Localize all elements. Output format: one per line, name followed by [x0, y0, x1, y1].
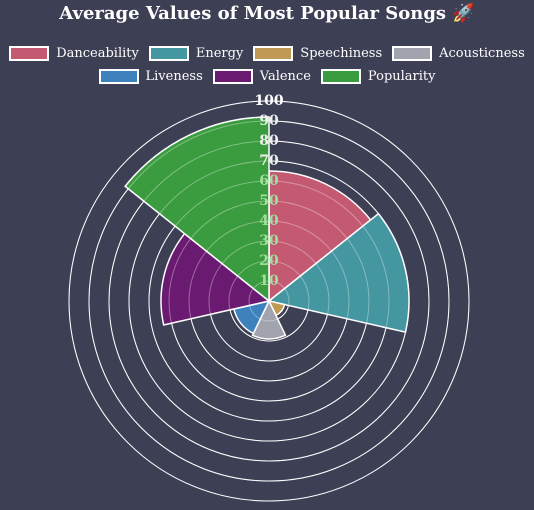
- legend-label: Acousticness: [439, 45, 525, 61]
- tick-label: 60: [259, 173, 279, 189]
- legend-swatch: [9, 45, 50, 61]
- grid-circle-overlay: [68, 100, 470, 502]
- tick-label: 10: [259, 273, 279, 289]
- sector-acousticness[interactable]: [251, 299, 287, 340]
- legend-row: Liveness Valence Popularity: [0, 65, 534, 87]
- tick-label: 20: [259, 253, 279, 269]
- legend-label: Popularity: [367, 68, 436, 84]
- legend-swatch: [392, 45, 433, 61]
- legend-row: Danceability Energy Speechiness Acousticnes…: [0, 42, 534, 64]
- legend-item-danceability[interactable]: Danceability: [9, 45, 139, 61]
- grid-circle-overlay: [148, 180, 390, 422]
- tick-label: 100: [254, 93, 283, 109]
- grid-overlay: [68, 100, 470, 502]
- legend-item-liveness[interactable]: Liveness: [98, 68, 203, 84]
- tick-label: 50: [259, 193, 279, 209]
- legend-label: Danceability: [56, 45, 139, 61]
- sector-danceability[interactable]: [268, 170, 372, 303]
- tick-label: 90: [259, 113, 279, 129]
- sector-popularity[interactable]: [124, 116, 270, 303]
- sector-valence[interactable]: [160, 232, 271, 326]
- tick-label: 80: [259, 133, 279, 149]
- legend-item-energy[interactable]: Energy: [148, 45, 244, 61]
- sector-energy[interactable]: [267, 212, 410, 334]
- grid-circle-overlay: [168, 200, 370, 402]
- grid-circle-overlay: [248, 280, 290, 322]
- legend-item-popularity[interactable]: Popularity: [320, 68, 436, 84]
- tick-label: 70: [259, 153, 279, 169]
- legend-label: Liveness: [145, 68, 203, 84]
- grid-circle-overlay: [88, 120, 450, 482]
- legend-swatch: [148, 45, 189, 61]
- legend-item-valence[interactable]: Valence: [212, 68, 311, 84]
- grid-circle-overlay: [188, 220, 350, 382]
- grid-circle-overlay: [108, 140, 430, 462]
- legend-label: Valence: [259, 68, 311, 84]
- legend-swatch: [253, 45, 294, 61]
- tick-label: 30: [259, 233, 279, 249]
- chart-sectors: [124, 116, 410, 340]
- grid-circle: [68, 100, 470, 502]
- legend-item-speechiness[interactable]: Speechiness: [253, 45, 383, 61]
- legend-swatch: [212, 68, 253, 84]
- tick-label: 40: [259, 213, 279, 229]
- grid-circle-overlay: [128, 160, 410, 442]
- legend-item-acousticness[interactable]: Acousticness: [392, 45, 525, 61]
- grid-circle-overlay: [208, 240, 330, 362]
- grid-circle-overlay: [228, 260, 310, 342]
- legend-swatch: [98, 68, 139, 84]
- legend-swatch: [320, 68, 361, 84]
- chart-legend: Danceability Energy Speechiness Acousticnes…: [0, 42, 534, 88]
- chart-title: Average Values of Most Popular Songs 🚀: [59, 3, 475, 24]
- radial-tick-labels: 10 20 30 40 50 60 70 80 90 100: [254, 93, 283, 289]
- legend-label: Speechiness: [300, 45, 383, 61]
- legend-label: Energy: [195, 45, 244, 61]
